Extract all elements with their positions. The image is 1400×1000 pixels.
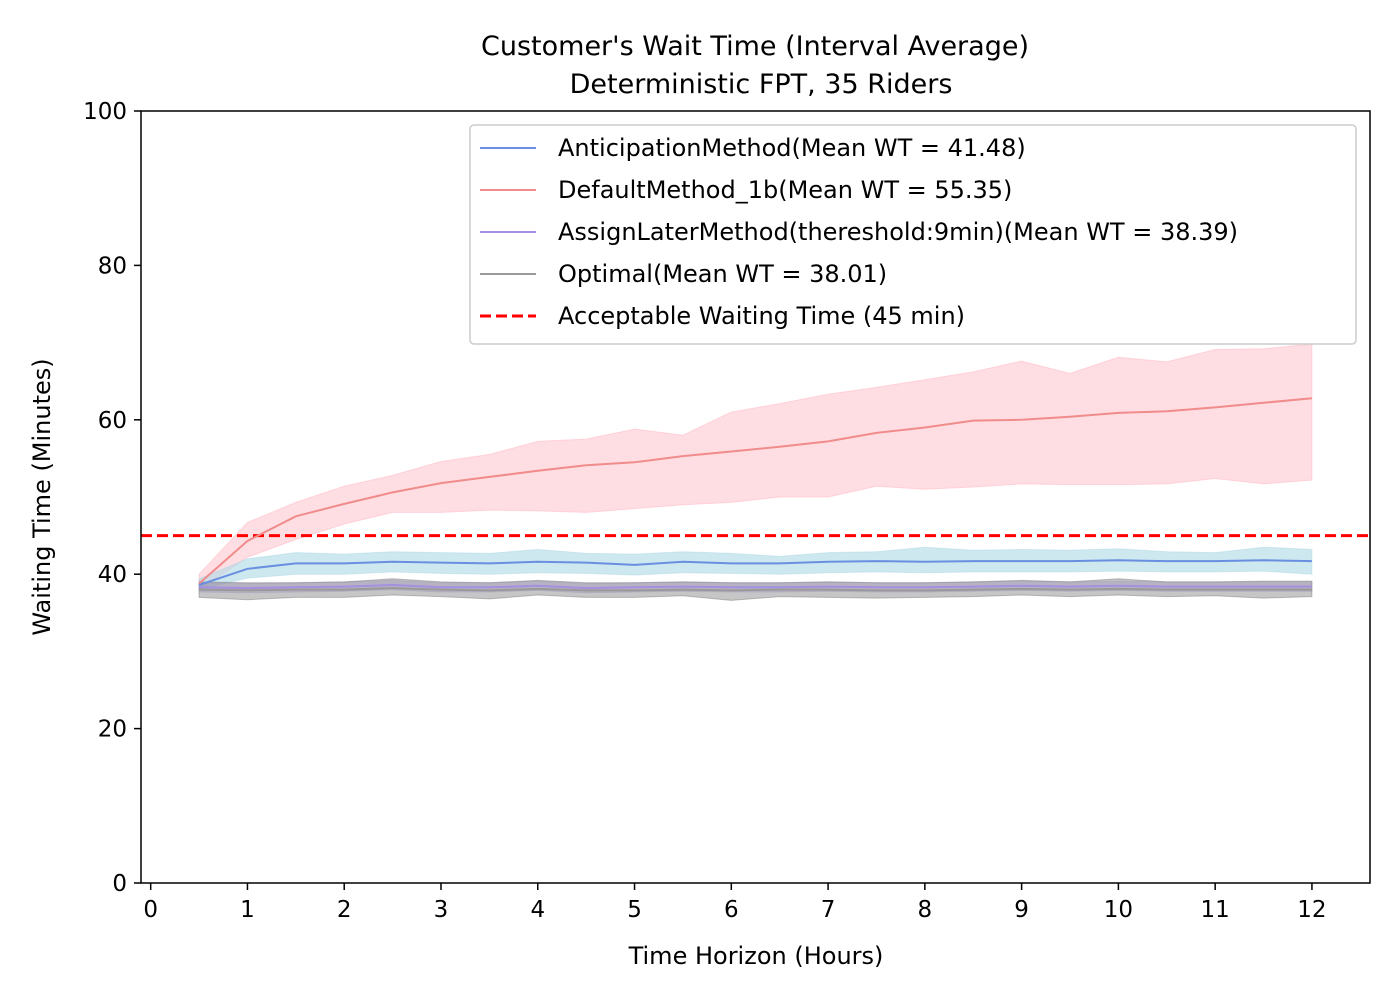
legend: AnticipationMethod(Mean WT = 41.48) Defau… <box>469 124 1357 345</box>
legend-label-assign_later: AssignLaterMethod(thereshold:9min)(Mean … <box>558 218 1238 246</box>
y-tick-label: 60 <box>98 408 127 434</box>
legend-label-default: DefaultMethod_1b(Mean WT = 55.35) <box>558 176 1012 204</box>
x-tick-label: 3 <box>434 897 449 923</box>
plot-frame <box>140 110 1371 884</box>
x-tick-label: 6 <box>724 897 739 923</box>
y-tick-label: 0 <box>112 871 127 897</box>
x-tick-label: 8 <box>918 897 933 923</box>
x-tick-label: 4 <box>530 897 545 923</box>
line-default <box>198 397 1312 585</box>
x-tick-label: 5 <box>627 897 642 923</box>
line-assign_later <box>199 583 1312 590</box>
x-tick-label: 2 <box>337 897 352 923</box>
x-tick-label: 7 <box>821 897 836 923</box>
band-anticipation <box>198 546 1313 591</box>
y-tick-label: 40 <box>98 562 127 588</box>
legend-frame <box>469 124 1357 345</box>
band-default <box>198 343 1313 591</box>
y-tick-label: 20 <box>98 717 127 743</box>
confidence-bands <box>198 343 1313 601</box>
series-lines <box>198 397 1312 592</box>
legend-label-threshold: Acceptable Waiting Time (45 min) <box>558 302 965 330</box>
line-optimal <box>199 587 1312 592</box>
x-tick-label: 9 <box>1014 897 1029 923</box>
legend-label-anticipation: AnticipationMethod(Mean WT = 41.48) <box>558 134 1026 162</box>
legend-items: AnticipationMethod(Mean WT = 41.48) Defau… <box>480 134 1238 330</box>
line-anticipation <box>198 559 1312 586</box>
x-axis-ticks: 0 1 2 3 4 5 6 7 8 9 10 11 12 <box>143 883 1327 923</box>
y-axis-label: Waiting Time (Minutes) <box>28 358 56 635</box>
x-tick-label: 11 <box>1201 897 1230 923</box>
y-axis-ticks: 0 20 40 60 80 100 <box>83 99 141 897</box>
y-tick-label: 80 <box>98 253 127 279</box>
chart-title: Customer's Wait Time (Interval Average) <box>481 31 1029 62</box>
chart-subtitle: Deterministic FPT, 35 Riders <box>570 69 953 100</box>
x-tick-label: 12 <box>1297 897 1326 923</box>
legend-label-optimal: Optimal(Mean WT = 38.01) <box>558 260 887 288</box>
x-tick-label: 10 <box>1104 897 1133 923</box>
y-tick-label: 100 <box>83 99 127 125</box>
x-axis-label: Time Horizon (Hours) <box>628 942 884 970</box>
x-tick-label: 1 <box>240 897 255 923</box>
x-tick-label: 0 <box>143 897 158 923</box>
